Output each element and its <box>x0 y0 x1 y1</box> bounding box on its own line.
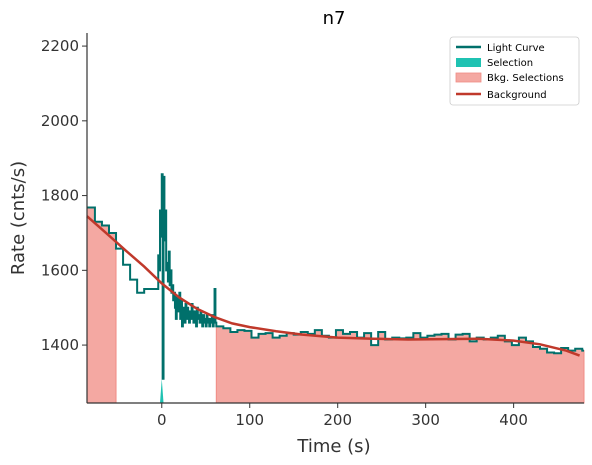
legend-frame <box>449 36 580 106</box>
x-tick-label: 100 <box>235 411 264 429</box>
x-tick-label: 300 <box>411 411 440 429</box>
x-tick-label: 400 <box>499 411 528 429</box>
legend-swatch-selection <box>456 58 481 67</box>
legend-label-background: Background <box>487 90 547 101</box>
legend-label-selection: Selection <box>487 58 533 69</box>
legend-swatch-bkg-selections <box>455 72 482 83</box>
selection-region <box>160 378 164 403</box>
y-tick-label: 2000 <box>41 112 79 130</box>
y-ticks: 1400 1600 1800 2000 2200 <box>41 37 87 354</box>
chart-title: n7 <box>323 8 346 29</box>
y-axis-label: Rate (cnts/s) <box>8 161 29 275</box>
x-axis-label: Time (s) <box>296 436 370 457</box>
x-tick-label: 200 <box>323 411 352 429</box>
x-tick-label: 0 <box>157 411 167 429</box>
y-tick-label: 2200 <box>41 37 79 55</box>
x-ticks: 0 100 200 300 400 <box>157 403 528 429</box>
legend-label-bkg-selections: Bkg. Selections <box>487 73 564 84</box>
y-tick-label: 1600 <box>41 261 79 279</box>
plot-area <box>86 173 585 404</box>
legend-label-light-curve: Light Curve <box>487 43 545 54</box>
y-tick-label: 1400 <box>41 336 79 354</box>
light-curve-line <box>87 173 584 380</box>
legend: Light Curve Selection Bkg. Selections Ba… <box>449 36 580 106</box>
background-model-line <box>86 215 581 357</box>
y-tick-label: 1800 <box>41 187 79 205</box>
